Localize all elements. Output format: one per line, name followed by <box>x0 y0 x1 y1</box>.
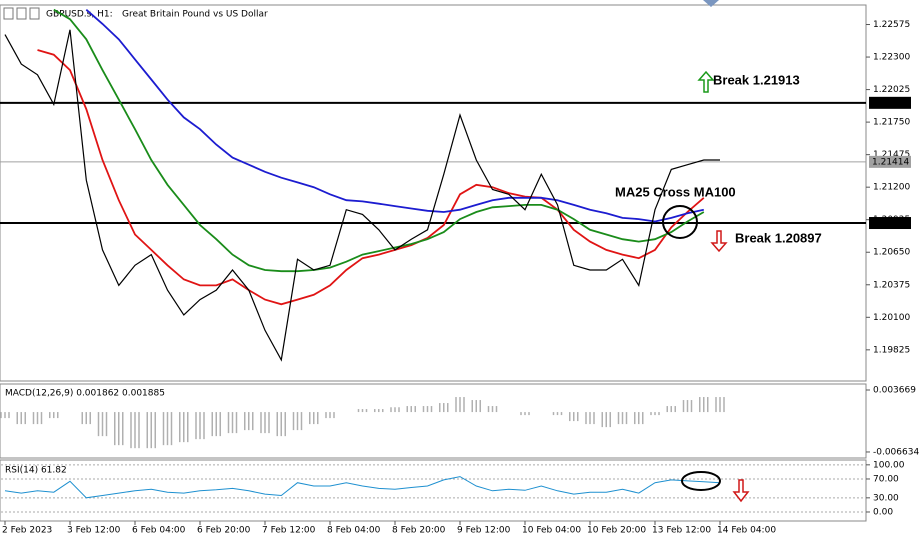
indicator-title: MACD(12,26,9) 0.001862 0.001885 <box>5 389 165 399</box>
annotation: Break 1.21913 <box>713 72 800 87</box>
y-tick-label: 1.19825 <box>873 345 910 355</box>
level-label: 1.21913 <box>872 98 909 108</box>
x-tick-label: 8 Feb 04:00 <box>327 526 381 536</box>
x-tick-label: 13 Feb 12:00 <box>652 526 711 536</box>
cross-circle <box>662 205 698 239</box>
plot-layer: 1.22575 1.22300 1.22025 1.21750 1.21475 1.212… <box>0 8 919 536</box>
x-tick-label: 10 Feb 20:00 <box>587 526 646 536</box>
level-label-bg <box>869 155 911 168</box>
description: Great Britain Pound vs US Dollar <box>122 10 268 20</box>
series-line <box>4 29 720 362</box>
x-tick-label: 7 Feb 12:00 <box>262 526 316 536</box>
y-tick-label: 1.20100 <box>873 313 910 323</box>
x-tick-label: 14 Feb 04:00 <box>717 526 776 536</box>
y-tick-label: 0.00 <box>873 507 893 517</box>
y-tick-label: 1.20650 <box>873 248 910 258</box>
x-tick-label: 3 Feb 12:00 <box>67 526 121 536</box>
y-tick-label: -0.006634 <box>873 447 919 457</box>
annotation: Break 1.20897 <box>735 230 822 245</box>
icon <box>3 7 14 20</box>
series-line <box>53 8 705 273</box>
icon <box>16 7 27 20</box>
down-arrow <box>710 230 728 253</box>
macd-panel <box>0 383 867 459</box>
y-tick-label: 30.00 <box>873 493 899 503</box>
x-tick-label: 10 Feb 04:00 <box>522 526 581 536</box>
down-arrow <box>732 479 750 503</box>
y-tick-label: 1.20375 <box>873 280 910 290</box>
x-tick-label: 8 Feb 20:00 <box>392 526 446 536</box>
level-label-bg <box>869 96 911 109</box>
rsi-panel <box>0 459 867 522</box>
y-tick-label: 100.00 <box>873 460 905 470</box>
y-tick-label: 1.22300 <box>873 53 910 63</box>
indicator-title: RSI(14) 61.82 <box>5 466 67 476</box>
series-line <box>85 9 704 223</box>
series-line <box>37 49 705 306</box>
y-tick-label: 1.21750 <box>873 118 910 128</box>
series-line <box>4 476 721 499</box>
up-arrow <box>697 70 715 93</box>
symbol: GBPUSD.s, H1: <box>46 10 113 20</box>
y-tick-label: 1.22575 <box>873 20 910 30</box>
x-tick-label: 6 Feb 20:00 <box>197 526 251 536</box>
x-tick-label: 2 Feb 2023 <box>2 526 52 536</box>
y-tick-label: 1.21200 <box>873 183 910 193</box>
level-label: 1.21414 <box>872 157 909 167</box>
x-tick-label: 6 Feb 04:00 <box>132 526 186 536</box>
level-label-bg <box>869 217 911 230</box>
shift-marker <box>703 0 719 7</box>
rsi-circle <box>681 471 721 491</box>
price-panel <box>0 4 867 382</box>
y-tick-label: 1.21475 <box>873 150 910 160</box>
icon <box>29 7 40 20</box>
x-tick-label: 9 Feb 12:00 <box>457 526 511 536</box>
y-tick-label: 70.00 <box>873 474 899 484</box>
annotation: MA25 Cross MA100 <box>615 184 736 199</box>
y-tick-label: 0.003669 <box>873 385 916 395</box>
y-tick-label: 1.22025 <box>873 85 910 95</box>
level-label: 1.20897 <box>872 219 909 229</box>
